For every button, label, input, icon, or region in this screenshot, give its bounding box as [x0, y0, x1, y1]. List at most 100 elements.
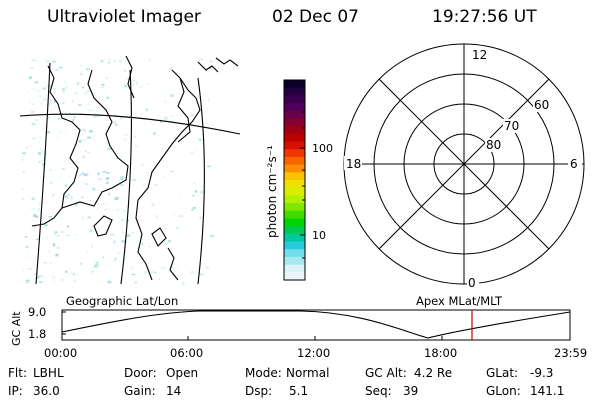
colorbar-swatch: [284, 87, 305, 96]
emission-speck: [22, 152, 26, 155]
emission-speck: [72, 273, 75, 276]
emission-speck: [22, 171, 25, 173]
ip-value: 36.0: [33, 384, 60, 398]
latitude-line: [19, 113, 241, 135]
emission-speck: [209, 235, 214, 237]
mlat-label-70: 70: [504, 119, 519, 133]
emission-speck: [113, 240, 116, 243]
emission-speck: [39, 280, 43, 284]
coastline: [177, 77, 191, 143]
emission-speck: [22, 198, 25, 200]
emission-speck: [52, 84, 54, 86]
instrument-title: Ultraviolet Imager: [47, 7, 201, 27]
emission-speck: [28, 145, 32, 147]
emission-speck: [102, 256, 105, 259]
mode-label: Mode:: [245, 366, 282, 380]
emission-speck: [72, 119, 74, 122]
emission-speck: [130, 266, 134, 270]
colorbar-swatch: [284, 195, 305, 204]
emission-speck: [114, 114, 117, 117]
emission-speck: [135, 145, 139, 148]
mlt-label-dusk: 18: [346, 157, 361, 171]
emission-speck: [208, 98, 210, 102]
emission-speck: [89, 109, 93, 112]
emission-speck: [34, 81, 39, 84]
emission-speck: [86, 252, 89, 254]
emission-speck: [78, 104, 82, 106]
colorbar-swatch: [284, 272, 305, 281]
emission-speck: [112, 78, 114, 81]
timeline-y-tick-label: 1.8: [28, 327, 46, 341]
emission-speck: [83, 155, 85, 159]
emission-speck: [116, 152, 120, 154]
emission-speck: [148, 246, 151, 248]
emission-speck: [77, 82, 80, 85]
emission-speck: [134, 135, 136, 138]
emission-speck: [84, 150, 87, 153]
ip-label: IP:: [8, 384, 23, 398]
emission-speck: [50, 181, 53, 184]
emission-speck: [75, 203, 78, 207]
emission-speck: [199, 58, 203, 61]
emission-speck: [170, 115, 174, 117]
emission-speck: [56, 137, 61, 139]
emission-speck: [90, 229, 93, 233]
mlt-label-midnight: 0: [468, 276, 476, 290]
emission-speck: [107, 147, 112, 151]
emission-speck: [33, 214, 36, 217]
colorbar-swatch: [284, 164, 305, 173]
emission-speck: [31, 197, 35, 200]
gc-alt-label: GC Alt:: [365, 366, 407, 380]
emission-speck: [121, 218, 125, 221]
emission-speck: [38, 208, 40, 211]
emission-speck: [41, 160, 43, 162]
emission-speck: [91, 244, 93, 248]
emission-speck: [41, 163, 46, 166]
meridian-line: [197, 77, 205, 285]
emission-speck: [114, 124, 118, 126]
emission-speck: [47, 116, 50, 120]
emission-speck: [30, 230, 33, 233]
coastline: [151, 227, 167, 247]
emission-speck: [98, 178, 102, 180]
door-value: Open: [166, 366, 199, 380]
timeline-x-tick-label: 00:00: [44, 346, 78, 360]
emission-speck: [89, 130, 93, 133]
emission-speck: [25, 245, 29, 249]
emission-speck: [108, 192, 110, 196]
emission-speck: [114, 116, 118, 118]
emission-speck: [99, 85, 104, 88]
uv-emission-speckle: [22, 58, 214, 285]
emission-speck: [120, 177, 124, 180]
emission-speck: [39, 161, 41, 163]
emission-speck: [49, 169, 52, 172]
emission-speck: [64, 80, 67, 83]
emission-speck: [31, 122, 36, 125]
colorbar-gradient: [284, 80, 305, 281]
emission-speck: [31, 208, 35, 210]
emission-speck: [153, 132, 156, 135]
colorbar-swatch: [284, 149, 305, 158]
emission-speck: [173, 223, 175, 225]
emission-speck: [81, 86, 85, 89]
emission-speck: [191, 194, 195, 197]
emission-speck: [52, 60, 56, 63]
emission-speck: [105, 203, 108, 206]
colorbar-swatch: [284, 141, 305, 150]
emission-speck: [78, 139, 82, 143]
emission-speck: [194, 190, 197, 193]
emission-speck: [105, 143, 108, 145]
emission-speck: [26, 92, 30, 94]
glon-label: GLon:: [486, 384, 521, 398]
emission-speck: [142, 195, 144, 198]
emission-speck: [162, 148, 164, 150]
emission-speck: [123, 210, 126, 212]
emission-speck: [131, 231, 134, 235]
colorbar-swatch: [284, 187, 305, 196]
emission-speck: [117, 251, 120, 255]
glat-label: GLat:: [486, 366, 519, 380]
emission-speck: [38, 142, 40, 144]
colorbar-swatch: [284, 264, 305, 273]
emission-speck: [66, 193, 71, 196]
emission-speck: [56, 246, 60, 249]
